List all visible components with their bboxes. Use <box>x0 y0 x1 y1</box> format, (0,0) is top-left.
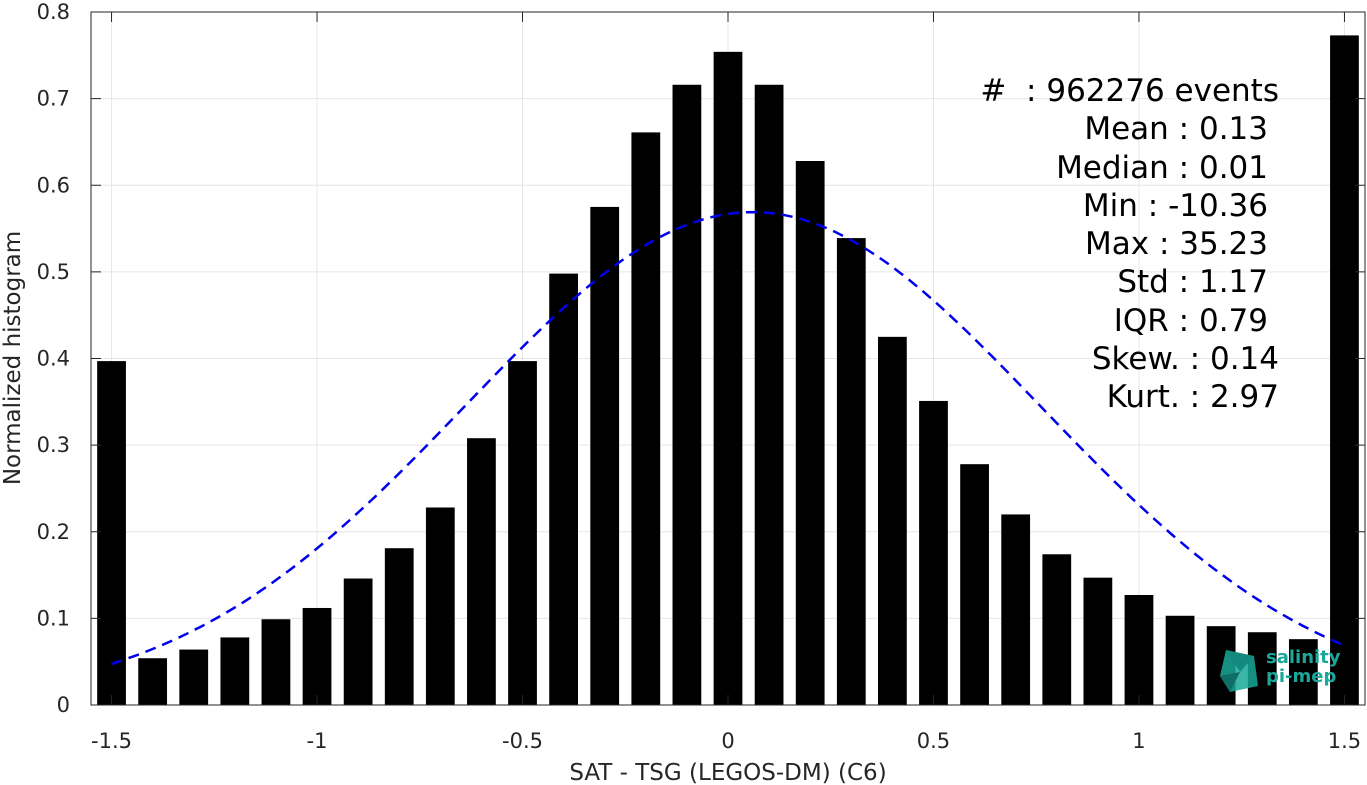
histogram-bar <box>878 336 907 705</box>
stat-iqr: IQR : 0.79 <box>1113 302 1268 339</box>
histogram-bar <box>138 658 168 705</box>
stat-std: Std : 1.17 <box>1117 264 1268 301</box>
histogram-bar <box>179 649 209 705</box>
x-tick-label: 1 <box>1132 729 1145 753</box>
histogram-bar <box>1288 639 1318 705</box>
histogram-bar <box>1001 514 1031 705</box>
histogram-bar <box>1042 554 1072 705</box>
histogram-bar <box>919 400 948 705</box>
histogram-bar <box>508 361 537 705</box>
histogram-bar <box>754 84 784 705</box>
y-tick-label: 0.1 <box>37 606 70 630</box>
logo-line2: pi-mep <box>1266 666 1337 687</box>
logo-icon <box>1220 650 1258 692</box>
y-tick-label: 0.6 <box>37 173 70 197</box>
histogram-bar <box>97 361 126 705</box>
y-axis-label: Normalized histogram <box>0 231 26 485</box>
histogram-bar <box>549 273 578 705</box>
y-tick-label: 0.8 <box>37 0 70 24</box>
stat-min: Min : -10.36 <box>1082 187 1268 224</box>
histogram-bar <box>590 206 620 705</box>
histogram-bar <box>1124 594 1154 705</box>
histogram-bar <box>343 578 373 705</box>
histogram-bar <box>261 619 291 705</box>
stat-kurt: Kurt. : 2.97 <box>1106 379 1279 416</box>
y-tick-label: 0.2 <box>37 520 70 544</box>
y-tick-label: 0.3 <box>37 433 70 457</box>
histogram-bar <box>631 132 661 705</box>
histogram-bar <box>672 84 702 705</box>
histogram-bar <box>302 607 332 705</box>
x-axis-ticks: -1.5 -1 -0.5 0 0.5 1 1.5 <box>91 12 1361 753</box>
histogram-bar <box>795 160 825 705</box>
x-tick-label: 0.5 <box>917 729 950 753</box>
stat-median: Median : 0.01 <box>1056 149 1268 186</box>
y-tick-label: 0.7 <box>37 87 70 111</box>
histogram-bar <box>1330 35 1359 706</box>
stat-events: # : 962276 events <box>980 73 1279 109</box>
y-tick-label: 0.5 <box>37 260 70 284</box>
histogram-bar <box>836 238 866 705</box>
logo-text: salinity pi-mep <box>1266 648 1341 686</box>
x-tick-label: -1.5 <box>91 729 132 753</box>
histogram-bars <box>97 35 1359 706</box>
histogram-bar <box>220 637 250 705</box>
histogram-bar <box>467 438 496 705</box>
logo-line1: salinity <box>1266 647 1341 668</box>
x-tick-label: -0.5 <box>502 729 543 753</box>
histogram-bar <box>960 464 989 705</box>
histogram-bar <box>1165 615 1195 705</box>
x-axis-label: SAT - TSG (LEGOS-DM) (C6) <box>569 760 886 785</box>
statistics-panel: # : 962276 events Mean : 0.13 Median : 0… <box>980 72 1279 417</box>
gaussian-fit-curve <box>111 210 1345 666</box>
stat-mean: Mean : 0.13 <box>1084 111 1268 148</box>
histogram-bar <box>425 507 455 705</box>
histogram-bar <box>1083 577 1113 705</box>
x-tick-label: 1.5 <box>1328 729 1361 753</box>
stat-max: Max : 35.23 <box>1085 226 1268 263</box>
salinity-pimep-logo: salinity pi-mep <box>1216 646 1346 694</box>
y-tick-label: 0.4 <box>37 347 70 371</box>
histogram-bar <box>713 51 743 706</box>
histogram-bar <box>384 548 414 705</box>
x-tick-label: -1 <box>307 729 328 753</box>
x-tick-label: 0 <box>721 729 734 753</box>
stat-skew: Skew. : 0.14 <box>1091 341 1279 378</box>
y-tick-label: 0 <box>57 693 70 717</box>
y-axis-ticks: 0 0.1 0.2 0.3 0.4 0.5 0.6 0.7 0.8 <box>37 0 1365 717</box>
